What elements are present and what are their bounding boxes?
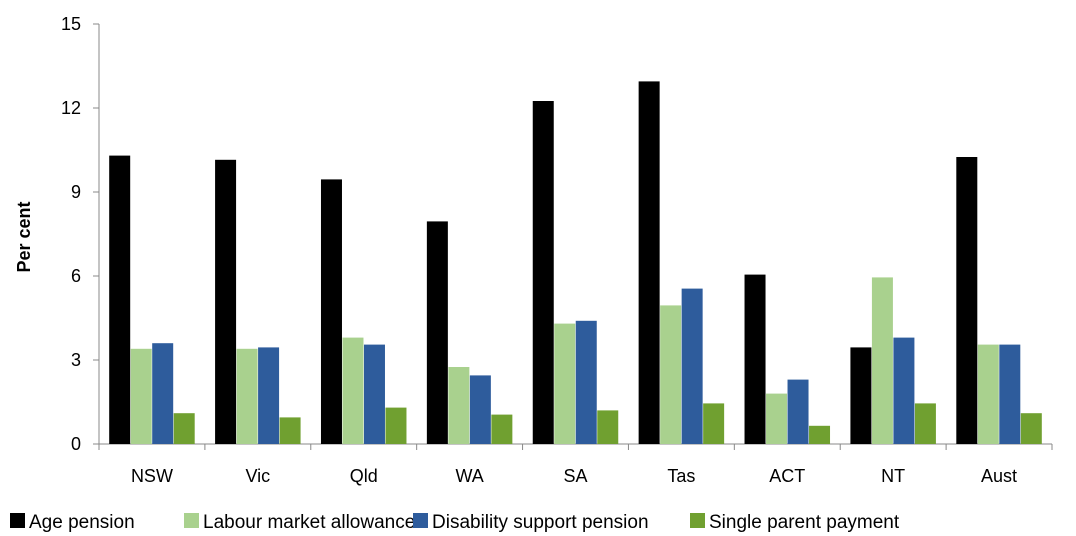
bar — [744, 274, 766, 444]
legend-swatch — [413, 513, 428, 528]
legend-label: Labour market allowance — [203, 512, 415, 533]
bar — [385, 407, 407, 444]
bars — [109, 81, 1042, 445]
bar — [279, 417, 301, 444]
legend-item: Age pension — [10, 512, 135, 533]
y-tick-label: 15 — [61, 14, 81, 34]
x-tick-label: NT — [881, 466, 905, 486]
y-axis-title: Per cent — [14, 201, 34, 272]
x-tick-label: ACT — [769, 466, 805, 486]
bar — [871, 277, 893, 444]
bar — [703, 403, 725, 444]
bar — [1020, 413, 1042, 444]
x-tick-label: WA — [455, 466, 483, 486]
y-tick-label: 6 — [71, 266, 81, 286]
x-axis: NSW Vic Qld WA SA Tas ACT NT Aust — [98, 443, 1053, 486]
bar — [893, 337, 915, 444]
bar — [491, 414, 513, 444]
bar — [575, 320, 597, 444]
legend: Age pension Labour market allowance Disabi… — [10, 512, 900, 533]
bar — [787, 379, 809, 444]
x-tick-label: NSW — [131, 466, 173, 486]
legend-swatch — [184, 513, 199, 528]
bar — [215, 159, 237, 445]
bar — [236, 348, 258, 444]
y-axis: 0 3 6 9 12 15 — [61, 14, 100, 454]
bar — [850, 347, 872, 444]
x-tick-label: Aust — [981, 466, 1017, 486]
x-tick-label: SA — [563, 466, 587, 486]
legend-label: Single parent payment — [709, 512, 900, 533]
y-tick-label: 0 — [71, 434, 81, 454]
bar — [766, 393, 788, 444]
x-tick-label: Tas — [667, 466, 695, 486]
bar — [152, 343, 174, 444]
bar — [426, 221, 448, 444]
legend-item: Disability support pension — [413, 512, 649, 533]
y-tick-label: 3 — [71, 350, 81, 370]
bar — [999, 344, 1021, 444]
bar — [681, 288, 703, 444]
bar — [638, 81, 660, 445]
bar — [554, 323, 576, 444]
bar — [956, 157, 978, 444]
legend-label: Disability support pension — [432, 512, 649, 533]
legend-item: Labour market allowance — [184, 512, 415, 533]
bar — [809, 425, 831, 444]
legend-label: Age pension — [29, 512, 135, 533]
bar — [597, 410, 619, 444]
bar — [660, 305, 682, 444]
bar — [109, 155, 131, 444]
bar — [320, 179, 342, 444]
y-tick-label: 9 — [71, 182, 81, 202]
bar — [448, 367, 470, 444]
bar — [532, 101, 554, 444]
legend-item: Single parent payment — [690, 512, 900, 533]
bar — [342, 337, 364, 444]
bar — [258, 347, 280, 444]
bar — [173, 413, 195, 444]
y-tick-label: 12 — [61, 98, 81, 118]
legend-swatch — [690, 513, 705, 528]
legend-swatch — [10, 513, 25, 528]
bar — [469, 375, 491, 444]
x-tick-label: Vic — [245, 466, 270, 486]
bar — [130, 348, 152, 444]
bar — [977, 344, 999, 444]
bar — [914, 403, 936, 444]
bar — [363, 344, 385, 444]
x-tick-label: Qld — [350, 466, 378, 486]
